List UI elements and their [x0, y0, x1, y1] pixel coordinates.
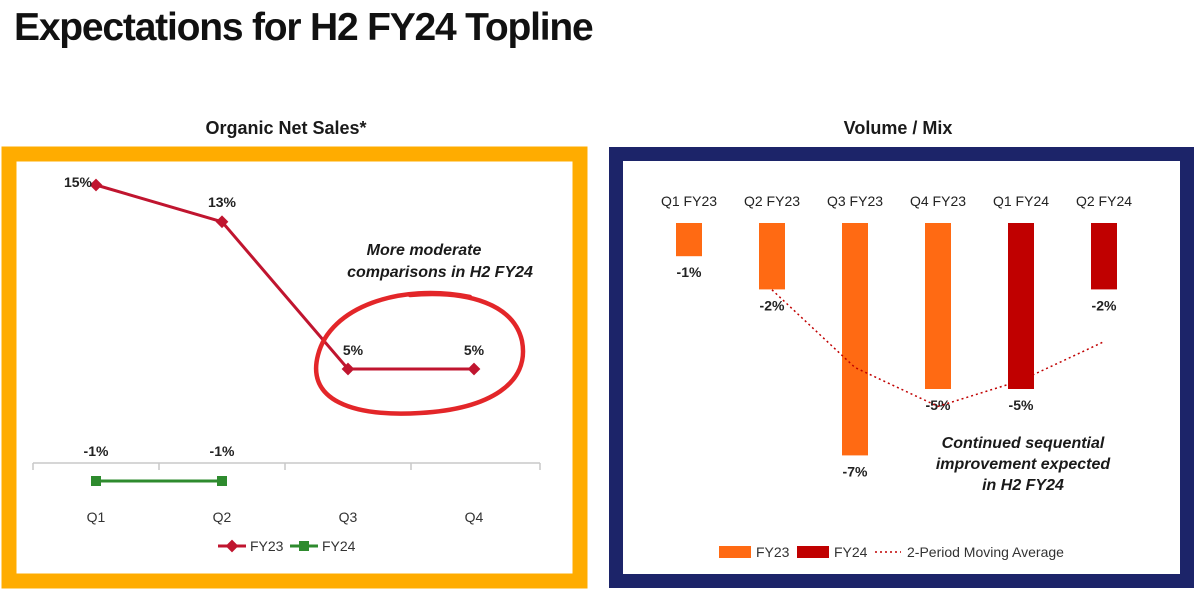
annotation-circle: [313, 290, 526, 416]
annotation-line-2: comparisons in H2 FY24: [347, 264, 533, 281]
legend-fy23-label: FY23: [250, 538, 284, 554]
legend-fy24-label: FY24: [834, 544, 868, 560]
category-label: Q4 FY23: [910, 193, 966, 209]
fy23-data-label: 5%: [343, 342, 364, 358]
category-label: Q2 FY23: [744, 193, 800, 209]
fy23-data-label: 15%: [64, 174, 93, 190]
fy23-point: [89, 178, 103, 192]
annotation-line: Continued sequential: [942, 435, 1105, 452]
volume-mix-bar: [1091, 223, 1117, 290]
bar-data-label: -2%: [760, 297, 785, 313]
fy23-data-label: 13%: [208, 194, 237, 210]
x-tick-label: Q4: [465, 509, 484, 525]
fy23-point: [467, 362, 481, 376]
fy23-point: [341, 362, 355, 376]
legend-fy24-swatch: [797, 546, 829, 558]
legend-fy23-swatch: [719, 546, 751, 558]
category-label: Q1 FY23: [661, 193, 717, 209]
volume-mix-title: Volume / Mix: [843, 118, 953, 138]
fy24-data-label: -1%: [84, 443, 109, 459]
fy23-data-label: 5%: [464, 342, 485, 358]
bar-data-label: -2%: [1092, 297, 1117, 313]
annotation-line-1: More moderate: [367, 242, 482, 259]
x-tick-label: Q1: [87, 509, 106, 525]
legend-moving-average-label: 2-Period Moving Average: [907, 544, 1064, 560]
annotation-line: improvement expected: [936, 456, 1112, 473]
left-chart-frame: [1, 146, 588, 589]
bar-data-label: -5%: [1009, 397, 1034, 413]
x-tick-label: Q2: [213, 509, 232, 525]
category-label: Q2 FY24: [1076, 193, 1132, 209]
bar-data-label: -7%: [843, 463, 868, 479]
volume-mix-bar: [759, 223, 785, 290]
annotation-line: in H2 FY24: [982, 477, 1064, 494]
volume-mix-bar: [1008, 223, 1034, 389]
page-title: Expectations for H2 FY24 Topline: [14, 6, 594, 49]
fy23-point: [215, 215, 229, 229]
bar-data-label: -1%: [677, 264, 702, 280]
fy24-point: [217, 476, 227, 486]
right-chart-frame: [609, 147, 1194, 588]
legend-fy23-label: FY23: [756, 544, 790, 560]
moving-average-line: [771, 289, 1105, 408]
volume-mix-bar: [842, 223, 868, 456]
volume-mix-chart: Q1 FY23 Q2 FY23 Q3 FY23 Q4 FY23 Q1 FY24 Q2 FY…: [609, 147, 1194, 588]
organic-net-sales-title: Organic Net Sales*: [205, 118, 367, 138]
fy24-data-label: -1%: [210, 443, 235, 459]
fy24-point: [91, 476, 101, 486]
volume-mix-bar: [925, 223, 951, 389]
bar-data-label: -5%: [926, 397, 951, 413]
organic-net-sales-chart: Q1 Q2 Q3 Q4 15% 13% 5% 5% -1% -1% More moderate c…: [1, 146, 588, 589]
category-label: Q1 FY24: [993, 193, 1049, 209]
fy23-series-line: [95, 183, 474, 371]
legend-fy24-label: FY24: [322, 538, 356, 554]
category-label: Q3 FY23: [827, 193, 883, 209]
volume-mix-bar: [676, 223, 702, 257]
x-tick-label: Q3: [339, 509, 358, 525]
legend-fy24-marker: [299, 541, 309, 551]
